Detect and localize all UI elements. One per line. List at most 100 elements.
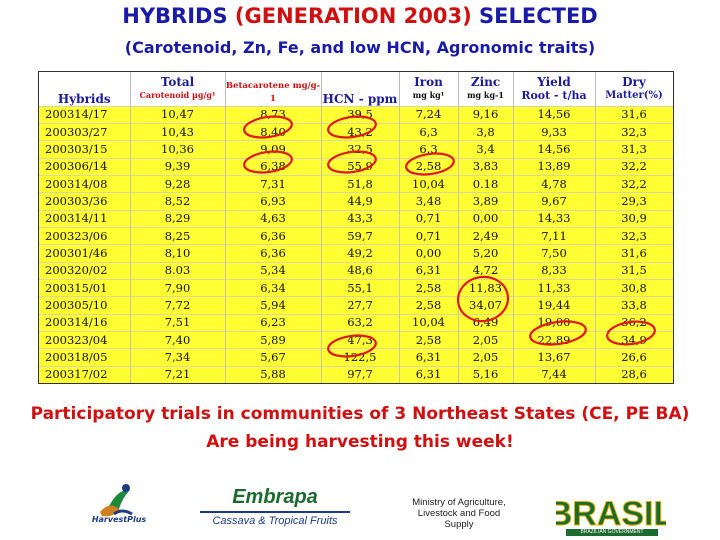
table-cell: 32,2 [595, 174, 673, 193]
table-cell: 10,04 [399, 174, 459, 193]
table-row: 200323/06 8,25 6,36 59,7 0,71 2,49 7,11 32,3 [39, 226, 673, 245]
harvestplus-label: HarvestPlus [91, 515, 147, 524]
table-cell: 6,3 [399, 122, 459, 141]
table-cell: 2,49 [458, 226, 514, 245]
table-cell: 5,20 [458, 244, 514, 263]
table-cell: 13,67 [513, 348, 596, 367]
table-cell: 33,8 [595, 296, 673, 315]
table-cell: 6,36 [225, 244, 322, 263]
table-cell: 200314/11 [39, 209, 131, 228]
table-cell: 3,83 [458, 157, 514, 176]
table-cell: 26,6 [595, 348, 673, 367]
harvesting-note: Are being harvesting this week! [206, 432, 514, 452]
table-cell: 0,71 [399, 209, 459, 228]
table-row: 200314/16 7,51 6,23 63,2 10,04 6,49 19,00 36,2 [39, 313, 673, 332]
table-cell: 29,3 [595, 192, 673, 211]
table-cell: 2,05 [458, 330, 514, 349]
brasil-subtitle: BRAZILIAN GOVERNMENT [566, 529, 658, 536]
table-cell: 14,33 [513, 209, 596, 228]
table-cell: 4,72 [458, 261, 514, 280]
brasil-wordmark: BRASIL [556, 495, 666, 530]
table-cell: 32,5 [321, 140, 400, 159]
table-cell: 44,9 [321, 192, 400, 211]
hybrids-table-container: Hybrids Total Carotenoid µg/g¹ Betacarote… [38, 71, 674, 384]
table-cell: 3,48 [399, 192, 459, 211]
table-cell: 14,56 [513, 140, 596, 159]
table-cell: 51,8 [321, 174, 400, 193]
embrapa-logo: Embrapa Cassava & Tropical Fruits [200, 486, 350, 527]
table-cell: 22,89 [513, 330, 596, 349]
embrapa-divider [200, 511, 350, 513]
table-cell: 5,34 [225, 261, 322, 280]
header-zinc: Zinc mg kg-1 [458, 72, 514, 106]
table-cell: 200317/02 [39, 365, 131, 383]
harvestplus-logo [100, 484, 133, 517]
table-cell: 8,33 [513, 261, 596, 280]
table-cell: 55,9 [321, 157, 400, 176]
table-cell: 8,40 [225, 122, 322, 141]
title-part-generation: (GENERATION 2003) [234, 4, 472, 28]
table-row: 200305/10 7,72 5,94 27,7 2,58 34,07 19,44 33,8 [39, 296, 673, 315]
table-cell: 9,39 [130, 157, 226, 176]
table-cell: 32,3 [595, 122, 673, 141]
table-cell: 8,25 [130, 226, 226, 245]
table-cell: 59,7 [321, 226, 400, 245]
table-cell: 8.03 [130, 261, 226, 280]
table-cell: 200303/27 [39, 122, 131, 141]
table-cell: 11,83 [458, 278, 514, 297]
table-cell: 31,6 [595, 244, 673, 263]
table-cell: 9,16 [458, 105, 514, 124]
table-cell: 9,09 [225, 140, 322, 159]
table-cell: 9,33 [513, 122, 596, 141]
table-row: 200303/36 8,52 6,93 44,9 3,48 3,89 9,67 29,3 [39, 192, 673, 211]
table-cell: 7,11 [513, 226, 596, 245]
table-cell: 7,24 [399, 105, 459, 124]
table-cell: 10,43 [130, 122, 226, 141]
table-cell: 5,16 [458, 365, 514, 383]
table-row: 200314/08 9,28 7,31 51,8 10,04 0.18 4,78 32,2 [39, 174, 673, 193]
table-cell: 8,73 [225, 105, 322, 124]
table-cell: 8,29 [130, 209, 226, 228]
embrapa-wordmark: Embrapa [232, 486, 318, 508]
table-cell: 0,00 [399, 244, 459, 263]
table-row: 200314/17 10,47 8,73 39,5 7,24 9,16 14,56 31,6 [39, 105, 673, 124]
table-cell: 7,40 [130, 330, 226, 349]
table-cell: 49,2 [321, 244, 400, 263]
table-cell: 31,6 [595, 105, 673, 124]
table-cell: 7,31 [225, 174, 322, 193]
table-cell: 6,34 [225, 278, 322, 297]
table-cell: 31,5 [595, 261, 673, 280]
table-cell: 0.18 [458, 174, 514, 193]
table-cell: 55,1 [321, 278, 400, 297]
header-hybrids: Hybrids [39, 72, 131, 106]
table-cell: 2,58 [399, 278, 459, 297]
participatory-trials-note: Participatory trials in communities of 3… [30, 404, 690, 424]
table-row: 200320/02 8.03 5,34 48,6 6,31 4,72 8,33 31,5 [39, 261, 673, 280]
table-cell: 7,44 [513, 365, 596, 383]
table-cell: 3,8 [458, 122, 514, 141]
table-cell: 200315/01 [39, 278, 131, 297]
table-cell: 200301/46 [39, 244, 131, 263]
table-cell: 200303/15 [39, 140, 131, 159]
table-cell: 27,7 [321, 296, 400, 315]
table-cell: 19,00 [513, 313, 596, 332]
table-cell: 48,6 [321, 261, 400, 280]
table-cell: 7,21 [130, 365, 226, 383]
table-body: 200314/17 10,47 8,73 39,5 7,24 9,16 14,56 31,6 2… [39, 105, 673, 383]
table-cell: 34,07 [458, 296, 514, 315]
table-cell: 4,78 [513, 174, 596, 193]
table-cell: 200306/14 [39, 157, 131, 176]
table-row: 200314/11 8,29 4,63 43,3 0,71 0,00 14,33 30,9 [39, 209, 673, 228]
table-cell: 6,93 [225, 192, 322, 211]
table-cell: 8,10 [130, 244, 226, 263]
table-cell: 200323/06 [39, 226, 131, 245]
header-betacarotene: Betacarotene mg/g-1 [225, 72, 322, 106]
table-header-row: Hybrids Total Carotenoid µg/g¹ Betacarote… [39, 72, 673, 106]
table-cell: 200303/36 [39, 192, 131, 211]
table-cell: 3,4 [458, 140, 514, 159]
table-cell: 9,67 [513, 192, 596, 211]
table-cell: 4,63 [225, 209, 322, 228]
table-cell: 97,7 [321, 365, 400, 383]
table-cell: 2,58 [399, 157, 459, 176]
table-cell: 10,36 [130, 140, 226, 159]
